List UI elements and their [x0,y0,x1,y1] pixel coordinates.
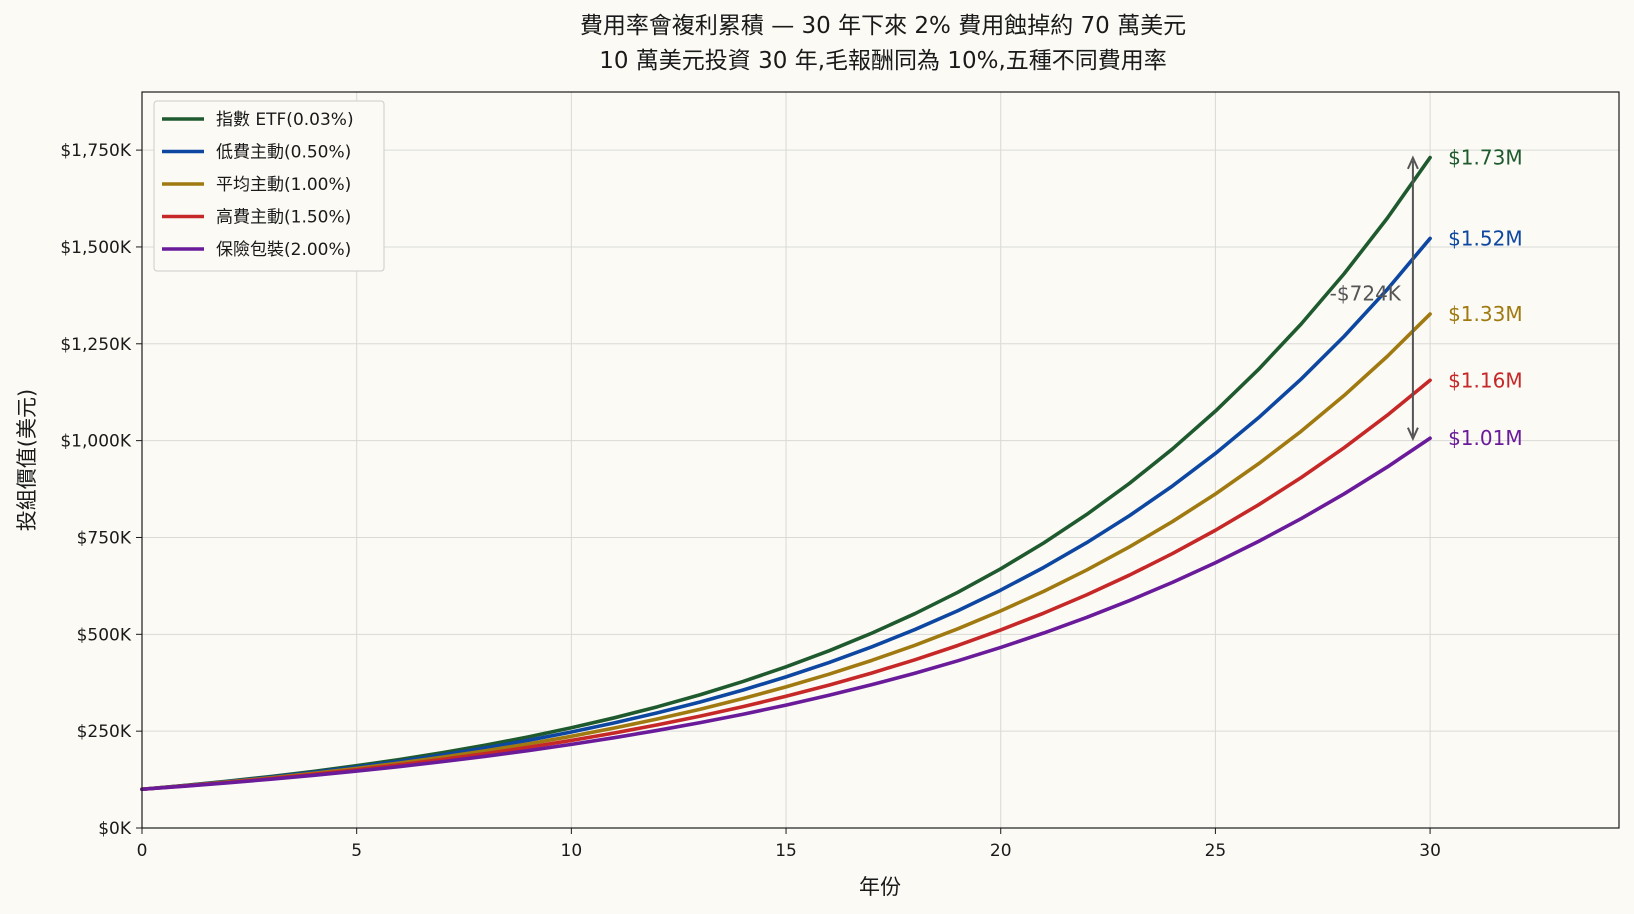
end-value-label-3: $1.33M [1448,302,1523,326]
plot-frame [141,91,1620,829]
end-value-label-2: $1.52M [1448,226,1523,250]
y-tick-label: $1,000K [60,432,131,452]
legend-label: 低費主動(0.50%) [216,143,351,163]
legend-label: 平均主動(1.00%) [216,175,351,195]
axis-ticks: 0 5 10 15 20 25 30 $0K $250K $500K $750K $1,000K $1,… [60,141,1441,861]
x-tick-label: 5 [351,841,362,861]
x-tick-label: 25 [1205,841,1227,861]
end-value-label-5: $1.01M [1448,426,1523,450]
grid [141,92,1619,829]
y-tick-label: $1,500K [60,238,131,258]
x-axis-title: 年份 [859,875,901,899]
y-tick-label: $0K [98,819,132,839]
chart-title: 費用率會複利累積 — 30 年下來 2% 費用蝕掉約 70 萬美元 [580,13,1186,39]
legend-label: 指數 ETF(0.03%) [216,110,354,130]
series-lines [140,155,1432,792]
y-tick-label: $500K [77,625,132,645]
series-line-5 [140,436,1432,792]
x-tick-label: 15 [775,841,797,861]
y-tick-label: $1,750K [60,141,131,161]
end-value-label-1: $1.73M [1448,146,1523,170]
x-tick-label: 10 [561,841,583,861]
y-tick-label: $250K [77,722,132,742]
end-value-label-4: $1.16M [1448,368,1523,392]
y-tick-label: $1,250K [60,335,131,355]
gap-arrow-head-top [1406,155,1419,170]
legend-box [153,100,385,272]
gap-arrow-head-bottom [1406,427,1419,442]
y-tick-label: $750K [77,528,132,548]
x-tick-label: 0 [137,841,148,861]
chart-subtitle: 10 萬美元投資 30 年,毛報酬同為 10%,五種不同費用率 [599,48,1167,74]
legend-label: 保險包裝(2.00%) [216,240,351,260]
gap-label: -$724K [1330,281,1402,305]
end-labels: $1.73M $1.52M $1.33M $1.16M $1.01M [1448,146,1523,451]
legend: 指數 ETF(0.03%) 低費主動(0.50%) 平均主動(1.00%) 高費主動(… [153,100,385,272]
gap-annotation: -$724K [1330,155,1419,442]
x-tick-label: 20 [990,841,1012,861]
y-axis-title: 投組價值(美元) [15,389,39,531]
legend-label: 高費主動(1.50%) [216,208,351,228]
x-tick-label: 30 [1419,841,1441,861]
